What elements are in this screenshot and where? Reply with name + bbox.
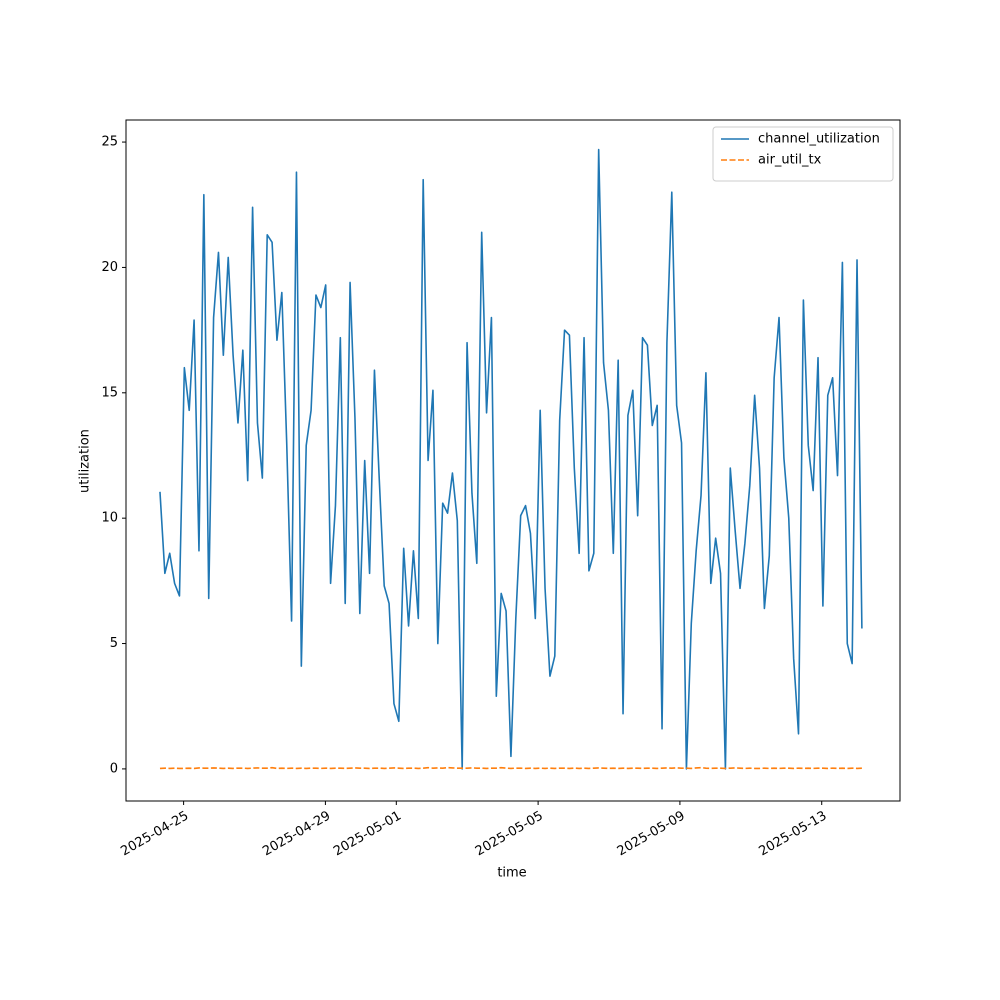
series-line: [159, 148, 863, 770]
plot-frame: [125, 119, 901, 802]
y-tick-label: 5: [110, 636, 118, 651]
y-tick-label: 10: [101, 511, 118, 526]
series-line: [159, 766, 862, 770]
y-tick-label: 20: [101, 260, 118, 275]
legend-label: air_util_tx: [758, 153, 822, 168]
y-axis-label: utilization: [78, 429, 93, 493]
legend-box: [712, 126, 894, 182]
y-tick-label: 25: [101, 135, 118, 150]
x-axis-label: time: [497, 866, 526, 881]
legend-label: channel_utilization: [758, 132, 880, 147]
y-tick-label: 0: [110, 761, 118, 776]
legend: channel_utilization air_util_tx: [712, 126, 894, 182]
y-tick-label: 15: [101, 385, 118, 400]
